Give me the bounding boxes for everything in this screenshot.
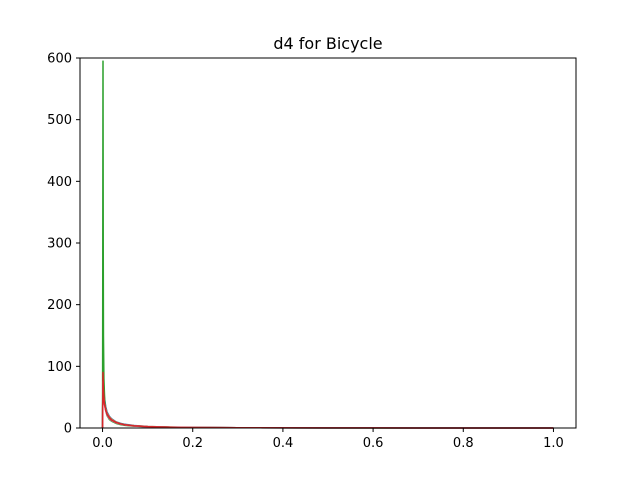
series-group	[101, 60, 554, 429]
plot-area	[79, 57, 577, 429]
y-axis: 0 100 200 300 400 500 600	[47, 52, 80, 437]
y-tick-label: 500	[47, 113, 72, 128]
y-tick-label: 400	[47, 175, 72, 190]
y-tick-label: 600	[47, 52, 72, 67]
x-tick-label: 0.0	[92, 436, 113, 451]
y-tick-label: 0	[64, 422, 72, 437]
chart-title: d4 for Bicycle	[273, 34, 382, 53]
x-tick-label: 0.4	[273, 436, 294, 451]
y-tick-label: 300	[47, 237, 72, 252]
x-axis: 0.0 0.2 0.4 0.6 0.8 1.0	[92, 428, 564, 451]
y-tick-label: 100	[47, 360, 72, 375]
x-tick-label: 0.2	[182, 436, 203, 451]
x-tick-label: 1.0	[543, 436, 564, 451]
y-tick-label: 200	[47, 298, 72, 313]
x-tick-label: 0.6	[363, 436, 384, 451]
x-tick-label: 0.8	[453, 436, 474, 451]
